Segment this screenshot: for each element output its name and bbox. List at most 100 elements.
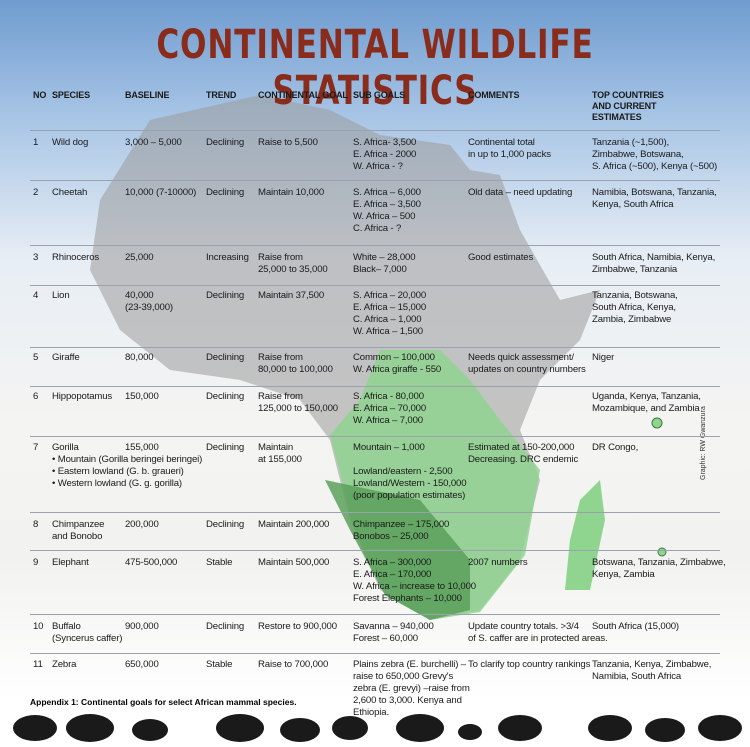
sub-goals: C. Africa - ? xyxy=(353,223,402,234)
comments: of S. caffer are in protected areas. xyxy=(468,633,608,644)
sub-goals: E. Africa – 3,500 xyxy=(353,199,421,210)
continental-goal: 80,000 to 100,000 xyxy=(258,364,333,375)
row-number: 3 xyxy=(33,252,39,263)
baseline: 650,000 xyxy=(125,659,159,670)
top-countries: South Africa (15,000) xyxy=(592,621,679,632)
baseline: (23-39,000) xyxy=(125,302,173,313)
baseline: 200,000 xyxy=(125,519,159,530)
baseline: 25,000 xyxy=(125,252,154,263)
sub-goals: E. Africa - 2000 xyxy=(353,149,417,160)
top-countries: Uganda, Kenya, Tanzania, xyxy=(592,391,701,402)
credit: Graphic: RW Gwanzura xyxy=(700,406,707,480)
row-number: 2 xyxy=(33,187,39,198)
comments: Update country totals. >3/4 xyxy=(468,621,579,632)
trend: Declining xyxy=(206,137,245,148)
continental-goal: Maintain xyxy=(258,442,294,453)
sub-goals: S. Africa- 3,500 xyxy=(353,137,417,148)
comments: Old data – need updating xyxy=(468,187,573,198)
sub-goals: Ethiopia. xyxy=(353,707,389,718)
sub-goals: S. Africa – 6,000 xyxy=(353,187,421,198)
trend: Increasing xyxy=(206,252,249,263)
top-countries: Kenya, South Africa xyxy=(592,199,674,210)
column-header: SUB GOALS xyxy=(353,90,406,100)
sub-goals: W. Africa – increase to 10,000 xyxy=(353,581,476,592)
sub-goals: Mountain – 1,000 xyxy=(353,442,425,453)
species: Zebra xyxy=(52,659,77,670)
row-rule xyxy=(30,436,720,437)
continental-goal: Maintain 10,000 xyxy=(258,187,325,198)
sub-goals: Lowland/eastern - 2,500 xyxy=(353,466,453,477)
column-header: BASELINE xyxy=(125,90,170,100)
continental-goal: Raise from xyxy=(258,252,303,263)
sub-goals: Forest Elephants – 10,000 xyxy=(353,593,462,604)
madagascar xyxy=(565,480,605,590)
trend: Stable xyxy=(206,557,233,568)
sub-goals: S. Africa – 20,000 xyxy=(353,290,427,301)
sub-goals: Chimpanzee – 175,000 xyxy=(353,519,450,530)
species: Gorilla xyxy=(52,442,79,453)
species: • Western lowland (G. g. gorilla) xyxy=(52,478,182,489)
top-countries: South Africa, Namibia, Kenya, xyxy=(592,252,716,263)
sub-goals: S. Africa - 80,000 xyxy=(353,391,424,402)
sub-goals: W. Africa – 1,500 xyxy=(353,326,423,337)
sub-goals: 2,600 to 3,000. Kenya and xyxy=(353,695,462,706)
sub-goals: Common – 100,000 xyxy=(353,352,435,363)
top-countries: South Africa, Kenya, xyxy=(592,302,676,313)
sub-goals: E. Africa – 70,000 xyxy=(353,403,427,414)
sub-goals: E. Africa – 170,000 xyxy=(353,569,432,580)
continental-goal: Raise to 5,500 xyxy=(258,137,318,148)
continental-goal: 25,000 to 35,000 xyxy=(258,264,328,275)
continental-goal: Raise from xyxy=(258,352,303,363)
trend: Declining xyxy=(206,442,245,453)
species: Hippopotamus xyxy=(52,391,113,402)
sub-goals: Forest – 60,000 xyxy=(353,633,418,644)
sub-goals: W. Africa – 500 xyxy=(353,211,416,222)
species: Buffalo xyxy=(52,621,81,632)
sub-goals: Savanna – 940,000 xyxy=(353,621,434,632)
continental-goal: Maintain 500,000 xyxy=(258,557,330,568)
baseline: 3,000 – 5,000 xyxy=(125,137,182,148)
column-header: AND CURRENT xyxy=(592,101,657,111)
caption: Appendix 1: Continental goals for select… xyxy=(30,697,297,707)
top-countries: Zambia, Zimbabwe xyxy=(592,314,672,325)
sub-goals: C. Africa – 1,000 xyxy=(353,314,422,325)
top-countries: Namibia, South Africa xyxy=(592,671,682,682)
top-countries: Kenya, Zambia xyxy=(592,569,655,580)
comments: in up to 1,000 packs xyxy=(468,149,551,160)
species: Cheetah xyxy=(52,187,88,198)
baseline: 475-500,000 xyxy=(125,557,178,568)
sub-goals: W. Africa – 7,000 xyxy=(353,415,423,426)
sub-goals: E. Africa – 15,000 xyxy=(353,302,427,313)
baseline: 80,000 xyxy=(125,352,154,363)
column-header: NO xyxy=(33,90,47,100)
comments: Estimated at 150-200,000 xyxy=(468,442,575,453)
column-header: CONTINENTAL GOAL xyxy=(258,90,348,100)
comments: Good estimates xyxy=(468,252,534,263)
row-number: 4 xyxy=(33,290,39,301)
elephant-silhouettes xyxy=(13,714,742,742)
trend: Declining xyxy=(206,187,245,198)
row-rule xyxy=(30,347,720,348)
row-rule xyxy=(30,653,720,654)
comments: Decreasing. DRC endemic xyxy=(468,454,579,465)
continental-goal: at 155,000 xyxy=(258,454,302,465)
trend: Declining xyxy=(206,391,245,402)
sub-goals: zebra (E. grevyi) –raise from xyxy=(353,683,470,694)
trend: Stable xyxy=(206,659,233,670)
species: and Bonobo xyxy=(52,531,103,542)
column-header: TREND xyxy=(206,90,237,100)
column-header: COMMENTS xyxy=(468,90,520,100)
row-number: 7 xyxy=(33,442,39,453)
species: Chimpanzee xyxy=(52,519,105,530)
title: CONTINENTAL WILDLIFE STATISTICS xyxy=(156,22,594,114)
top-countries: Zimbabwe, Tanzania xyxy=(592,264,678,275)
top-countries: Botswana, Tanzania, Zimbabwe, xyxy=(592,557,726,568)
row-number: 8 xyxy=(33,519,39,530)
column-header: SPECIES xyxy=(52,90,90,100)
species: Elephant xyxy=(52,557,89,568)
row-number: 9 xyxy=(33,557,39,568)
species: (Syncerus caffer) xyxy=(52,633,123,644)
row-number: 6 xyxy=(33,391,39,402)
